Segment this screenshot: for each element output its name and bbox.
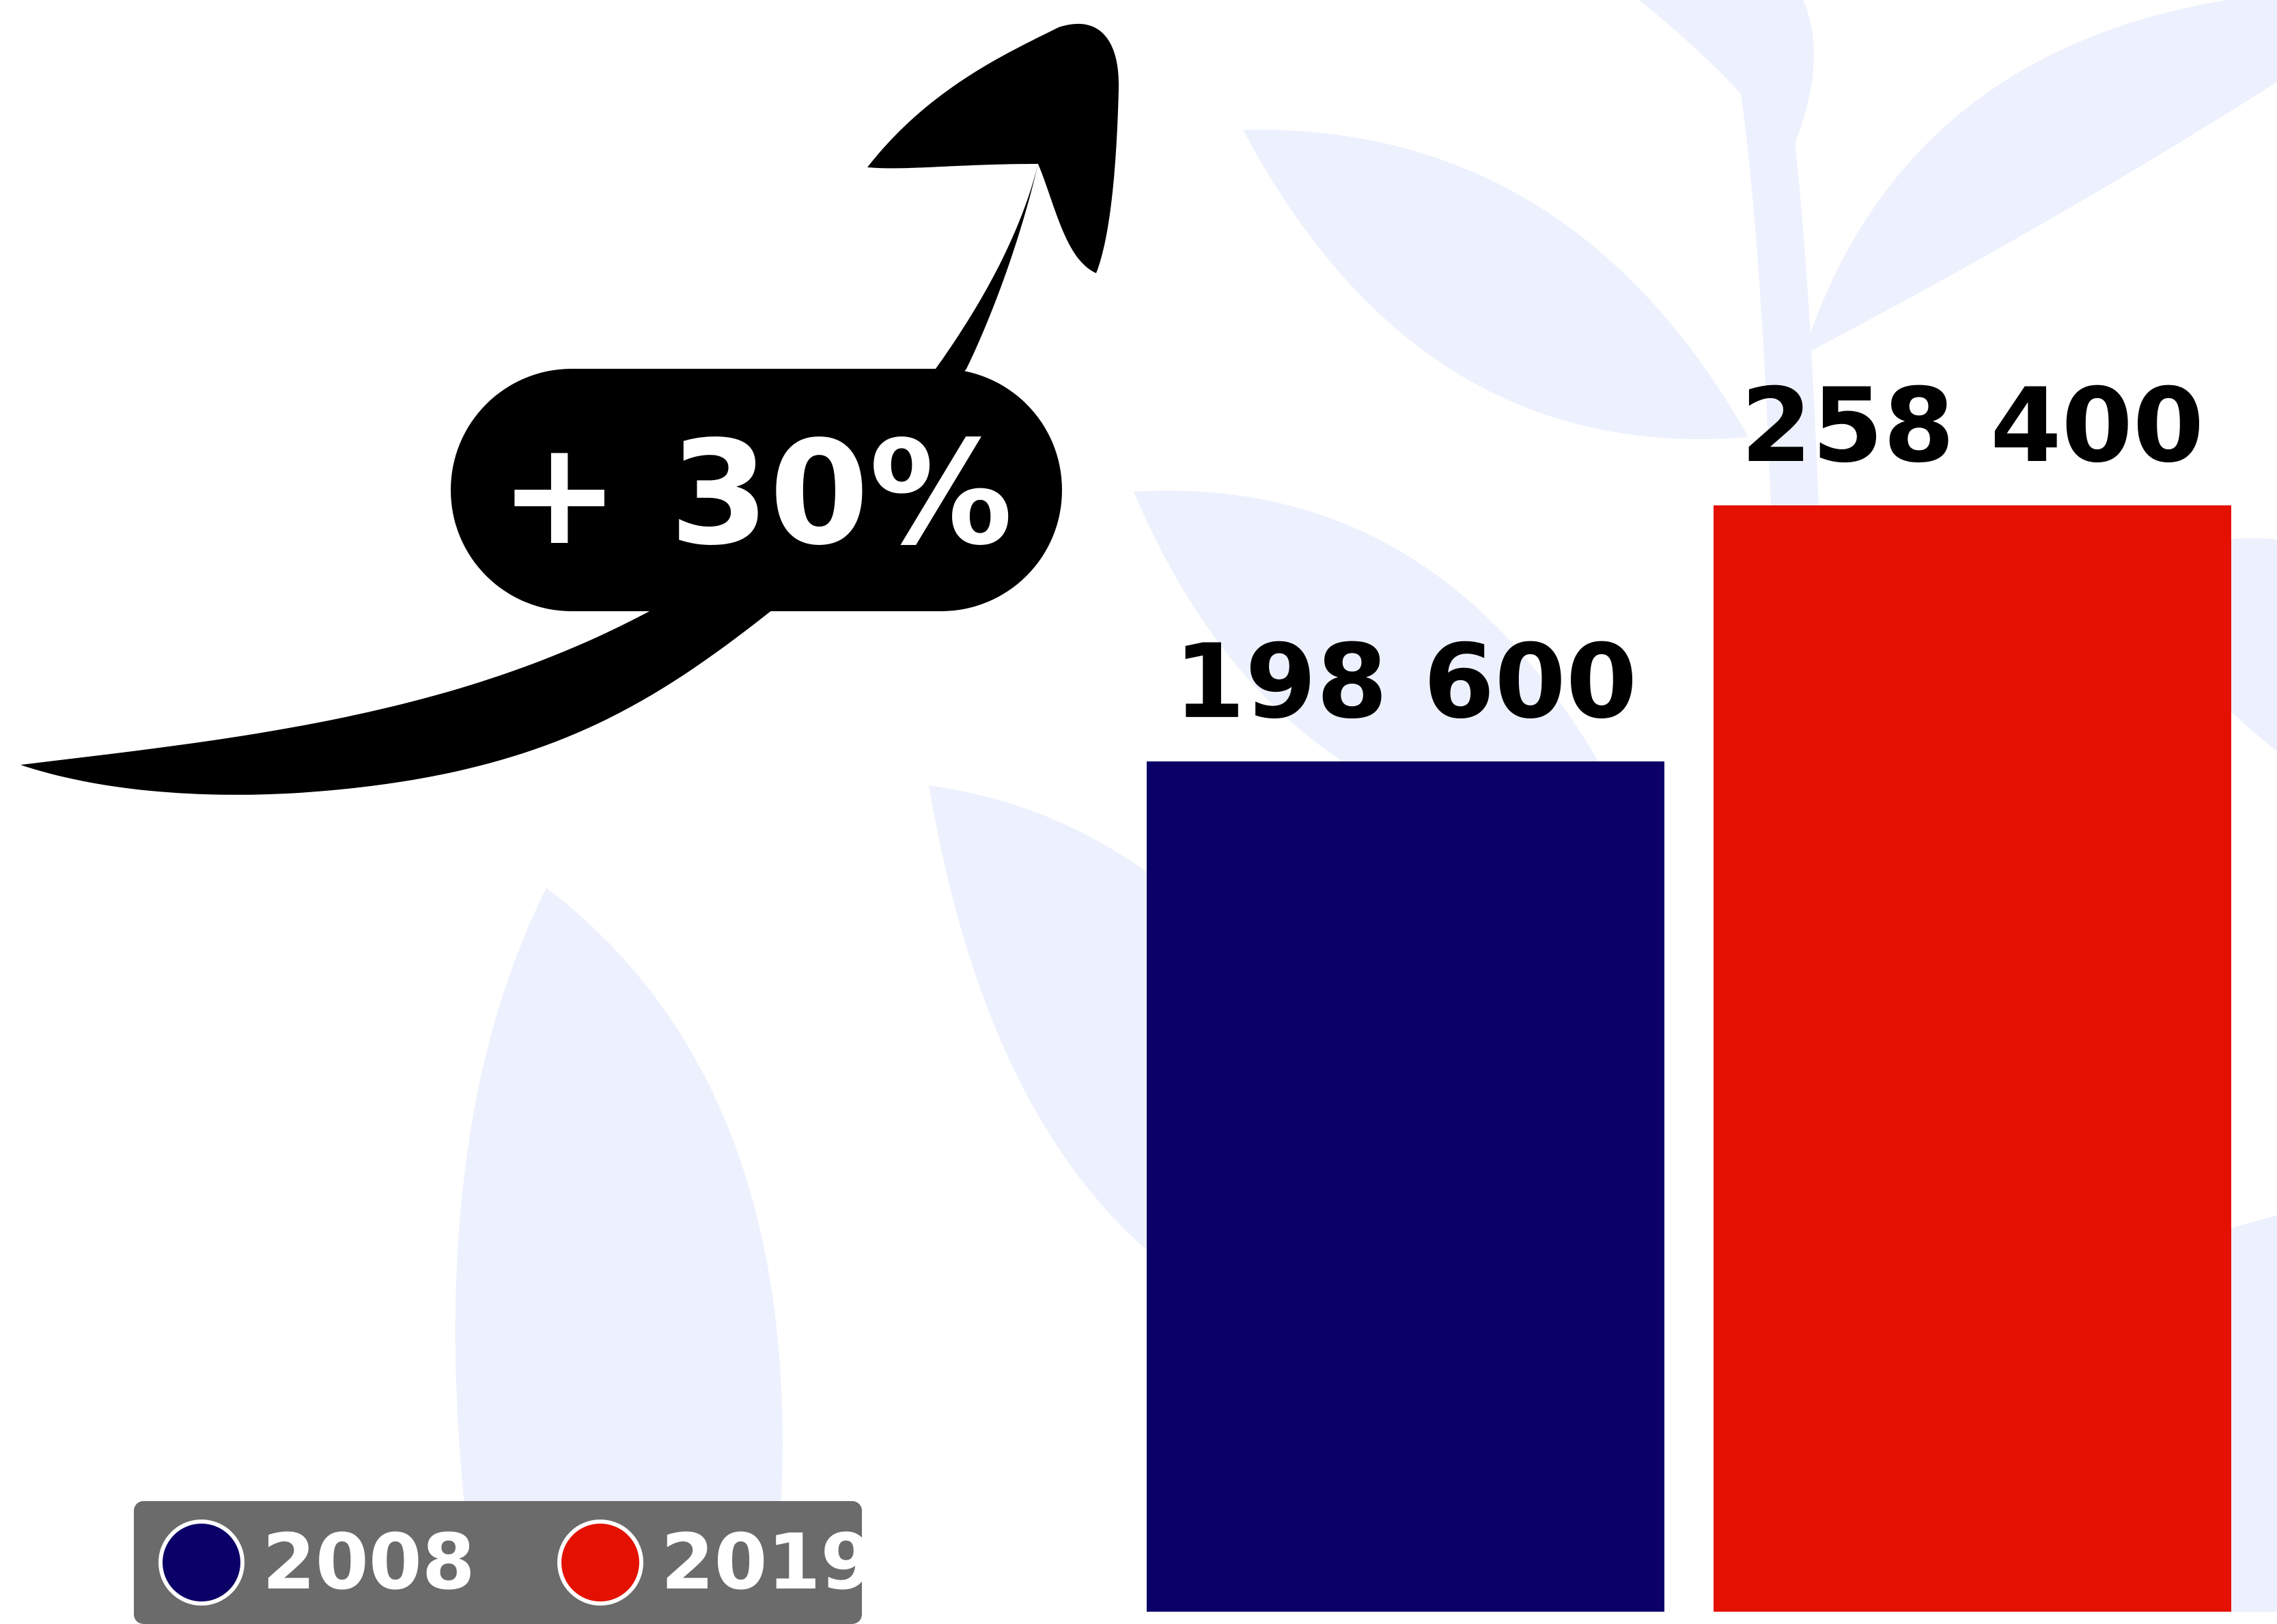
legend: 2008 2019 [134, 1501, 862, 1624]
bar-2019 [1714, 505, 2231, 1612]
growth-percentage: + 30% [499, 410, 1013, 577]
legend-label-2019: 2019 [661, 1518, 874, 1607]
legend-item-2008: 2008 [158, 1518, 475, 1607]
bar-2008 [1147, 761, 1664, 1612]
legend-swatch-2008 [158, 1520, 245, 1606]
value-label-2008: 198 600 [1174, 623, 1637, 742]
value-label-2019: 258 400 [1741, 367, 2204, 486]
legend-swatch-2019 [557, 1520, 643, 1606]
legend-label-2008: 2008 [262, 1518, 475, 1607]
legend-item-2019: 2019 [557, 1518, 874, 1607]
